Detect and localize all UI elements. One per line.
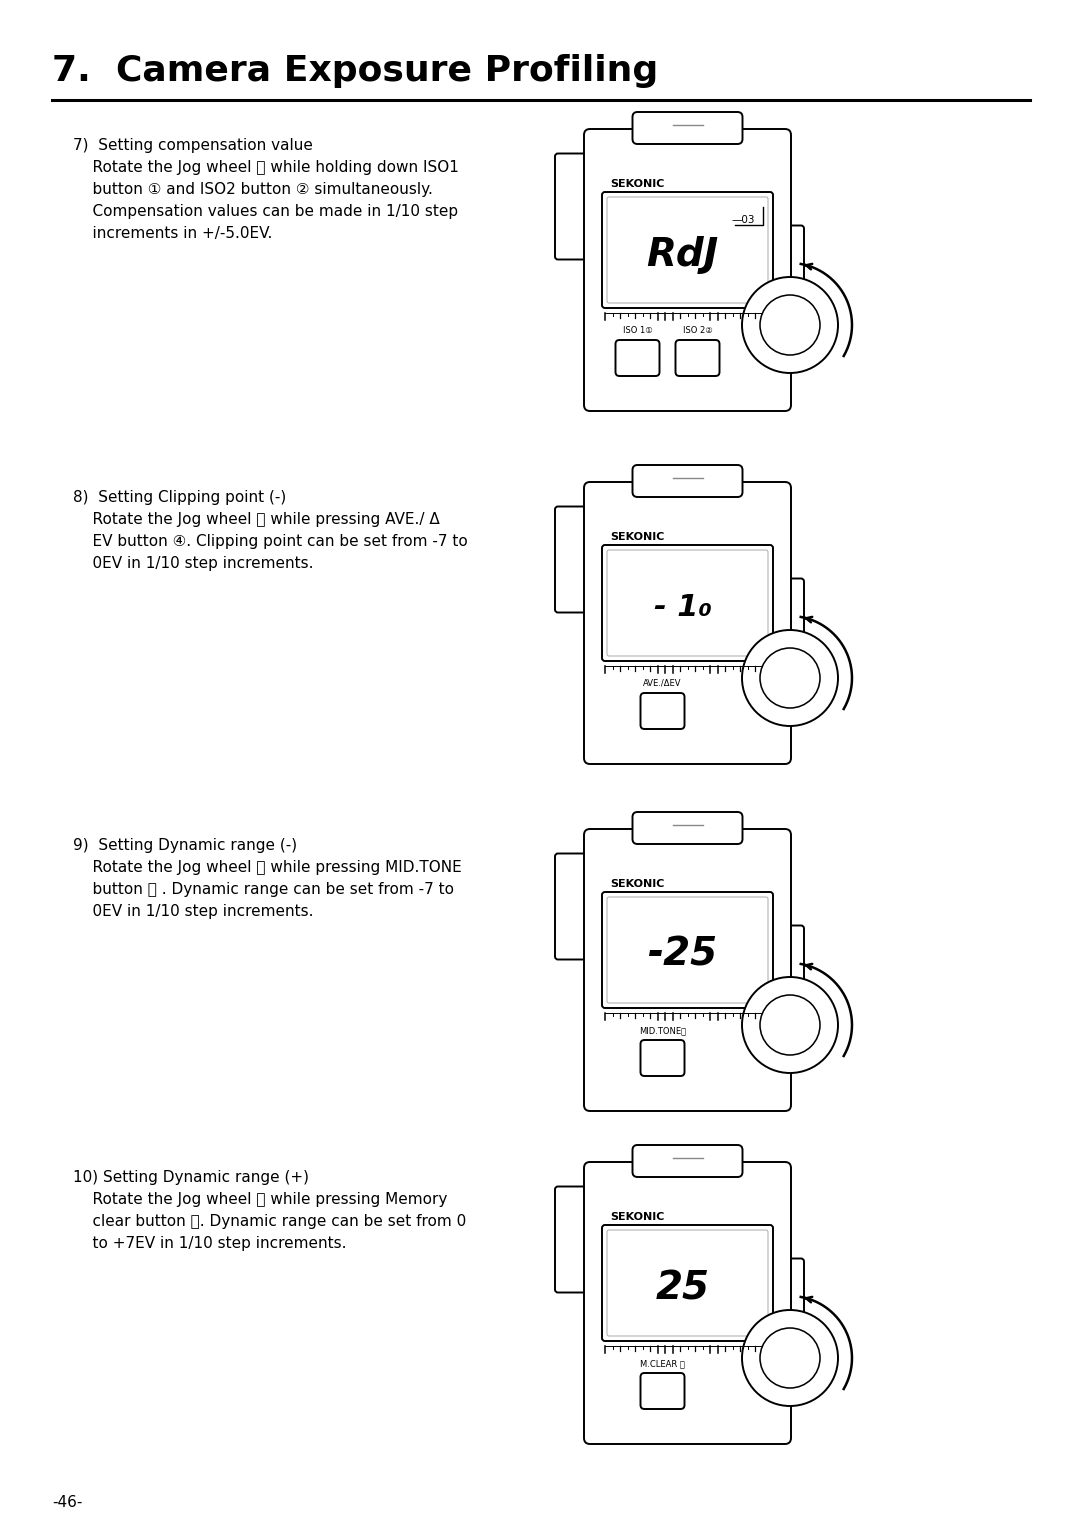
- Circle shape: [742, 1310, 838, 1407]
- Text: to +7EV in 1/10 step increments.: to +7EV in 1/10 step increments.: [73, 1236, 347, 1252]
- FancyBboxPatch shape: [607, 1230, 768, 1336]
- Circle shape: [742, 630, 838, 726]
- Text: Compensation values can be made in 1/10 step: Compensation values can be made in 1/10 …: [73, 204, 458, 219]
- Text: Rotate the Jog wheel ⓤ while pressing Memory: Rotate the Jog wheel ⓤ while pressing Me…: [73, 1192, 447, 1207]
- FancyBboxPatch shape: [555, 506, 595, 612]
- Text: 25: 25: [656, 1269, 710, 1307]
- Text: 0EV in 1/10 step increments.: 0EV in 1/10 step increments.: [73, 555, 313, 571]
- Circle shape: [760, 647, 820, 709]
- Text: MID.TONEⓞ: MID.TONEⓞ: [639, 1026, 686, 1035]
- Circle shape: [760, 996, 820, 1055]
- FancyBboxPatch shape: [555, 1186, 595, 1293]
- FancyBboxPatch shape: [640, 693, 685, 729]
- FancyBboxPatch shape: [633, 811, 743, 844]
- FancyBboxPatch shape: [602, 891, 773, 1008]
- FancyBboxPatch shape: [555, 153, 595, 259]
- Text: 7)  Setting compensation value: 7) Setting compensation value: [73, 138, 313, 153]
- Circle shape: [760, 1328, 820, 1388]
- Text: AVE./ΔEV: AVE./ΔEV: [644, 680, 681, 689]
- Text: 8)  Setting Clipping point (-): 8) Setting Clipping point (-): [73, 489, 286, 505]
- FancyBboxPatch shape: [780, 925, 804, 986]
- FancyBboxPatch shape: [780, 225, 804, 287]
- FancyBboxPatch shape: [555, 853, 595, 959]
- Circle shape: [742, 977, 838, 1072]
- FancyBboxPatch shape: [640, 1373, 685, 1410]
- Text: 10) Setting Dynamic range (+): 10) Setting Dynamic range (+): [73, 1170, 309, 1184]
- Text: RdJ: RdJ: [646, 236, 718, 275]
- FancyBboxPatch shape: [616, 341, 660, 376]
- Text: button ① and ISO2 button ② simultaneously.: button ① and ISO2 button ② simultaneousl…: [73, 183, 433, 196]
- FancyBboxPatch shape: [584, 828, 791, 1111]
- Text: button ⓞ . Dynamic range can be set from -7 to: button ⓞ . Dynamic range can be set from…: [73, 882, 454, 897]
- Text: Rotate the Jog wheel ⓤ while holding down ISO1: Rotate the Jog wheel ⓤ while holding dow…: [73, 160, 459, 175]
- FancyBboxPatch shape: [633, 465, 743, 497]
- Text: -46-: -46-: [52, 1496, 82, 1509]
- FancyBboxPatch shape: [584, 482, 791, 764]
- Circle shape: [760, 295, 820, 354]
- FancyBboxPatch shape: [602, 1226, 773, 1341]
- FancyBboxPatch shape: [675, 341, 719, 376]
- FancyBboxPatch shape: [633, 1144, 743, 1177]
- Text: SEKONIC: SEKONIC: [610, 1212, 664, 1223]
- Text: —03: —03: [731, 215, 755, 225]
- FancyBboxPatch shape: [584, 1161, 791, 1443]
- FancyBboxPatch shape: [780, 1258, 804, 1319]
- Text: Rotate the Jog wheel ⓤ while pressing MID.TONE: Rotate the Jog wheel ⓤ while pressing MI…: [73, 861, 462, 874]
- Text: clear button ⓘ. Dynamic range can be set from 0: clear button ⓘ. Dynamic range can be set…: [73, 1213, 467, 1229]
- FancyBboxPatch shape: [584, 129, 791, 411]
- Text: ISO 2②: ISO 2②: [683, 327, 713, 334]
- FancyBboxPatch shape: [607, 196, 768, 304]
- FancyBboxPatch shape: [633, 112, 743, 144]
- Text: M.CLEAR ⓘ: M.CLEAR ⓘ: [640, 1359, 685, 1368]
- Text: SEKONIC: SEKONIC: [610, 532, 664, 542]
- FancyBboxPatch shape: [607, 897, 768, 1003]
- Text: ISO 1①: ISO 1①: [623, 327, 652, 334]
- Text: 7.  Camera Exposure Profiling: 7. Camera Exposure Profiling: [52, 54, 658, 87]
- FancyBboxPatch shape: [780, 578, 804, 640]
- Circle shape: [742, 278, 838, 373]
- Text: increments in +/-5.0EV.: increments in +/-5.0EV.: [73, 225, 272, 241]
- FancyBboxPatch shape: [602, 192, 773, 308]
- Text: SEKONIC: SEKONIC: [610, 879, 664, 890]
- Text: Rotate the Jog wheel ⓤ while pressing AVE./ Δ: Rotate the Jog wheel ⓤ while pressing AV…: [73, 512, 440, 528]
- Text: EV button ④. Clipping point can be set from -7 to: EV button ④. Clipping point can be set f…: [73, 534, 468, 549]
- FancyBboxPatch shape: [640, 1040, 685, 1075]
- Text: - 1₀: - 1₀: [653, 594, 712, 623]
- FancyBboxPatch shape: [607, 551, 768, 657]
- Text: 9)  Setting Dynamic range (-): 9) Setting Dynamic range (-): [73, 838, 297, 853]
- Text: -25: -25: [647, 936, 717, 974]
- Text: SEKONIC: SEKONIC: [610, 179, 664, 189]
- Text: 0EV in 1/10 step increments.: 0EV in 1/10 step increments.: [73, 904, 313, 919]
- FancyBboxPatch shape: [602, 545, 773, 661]
